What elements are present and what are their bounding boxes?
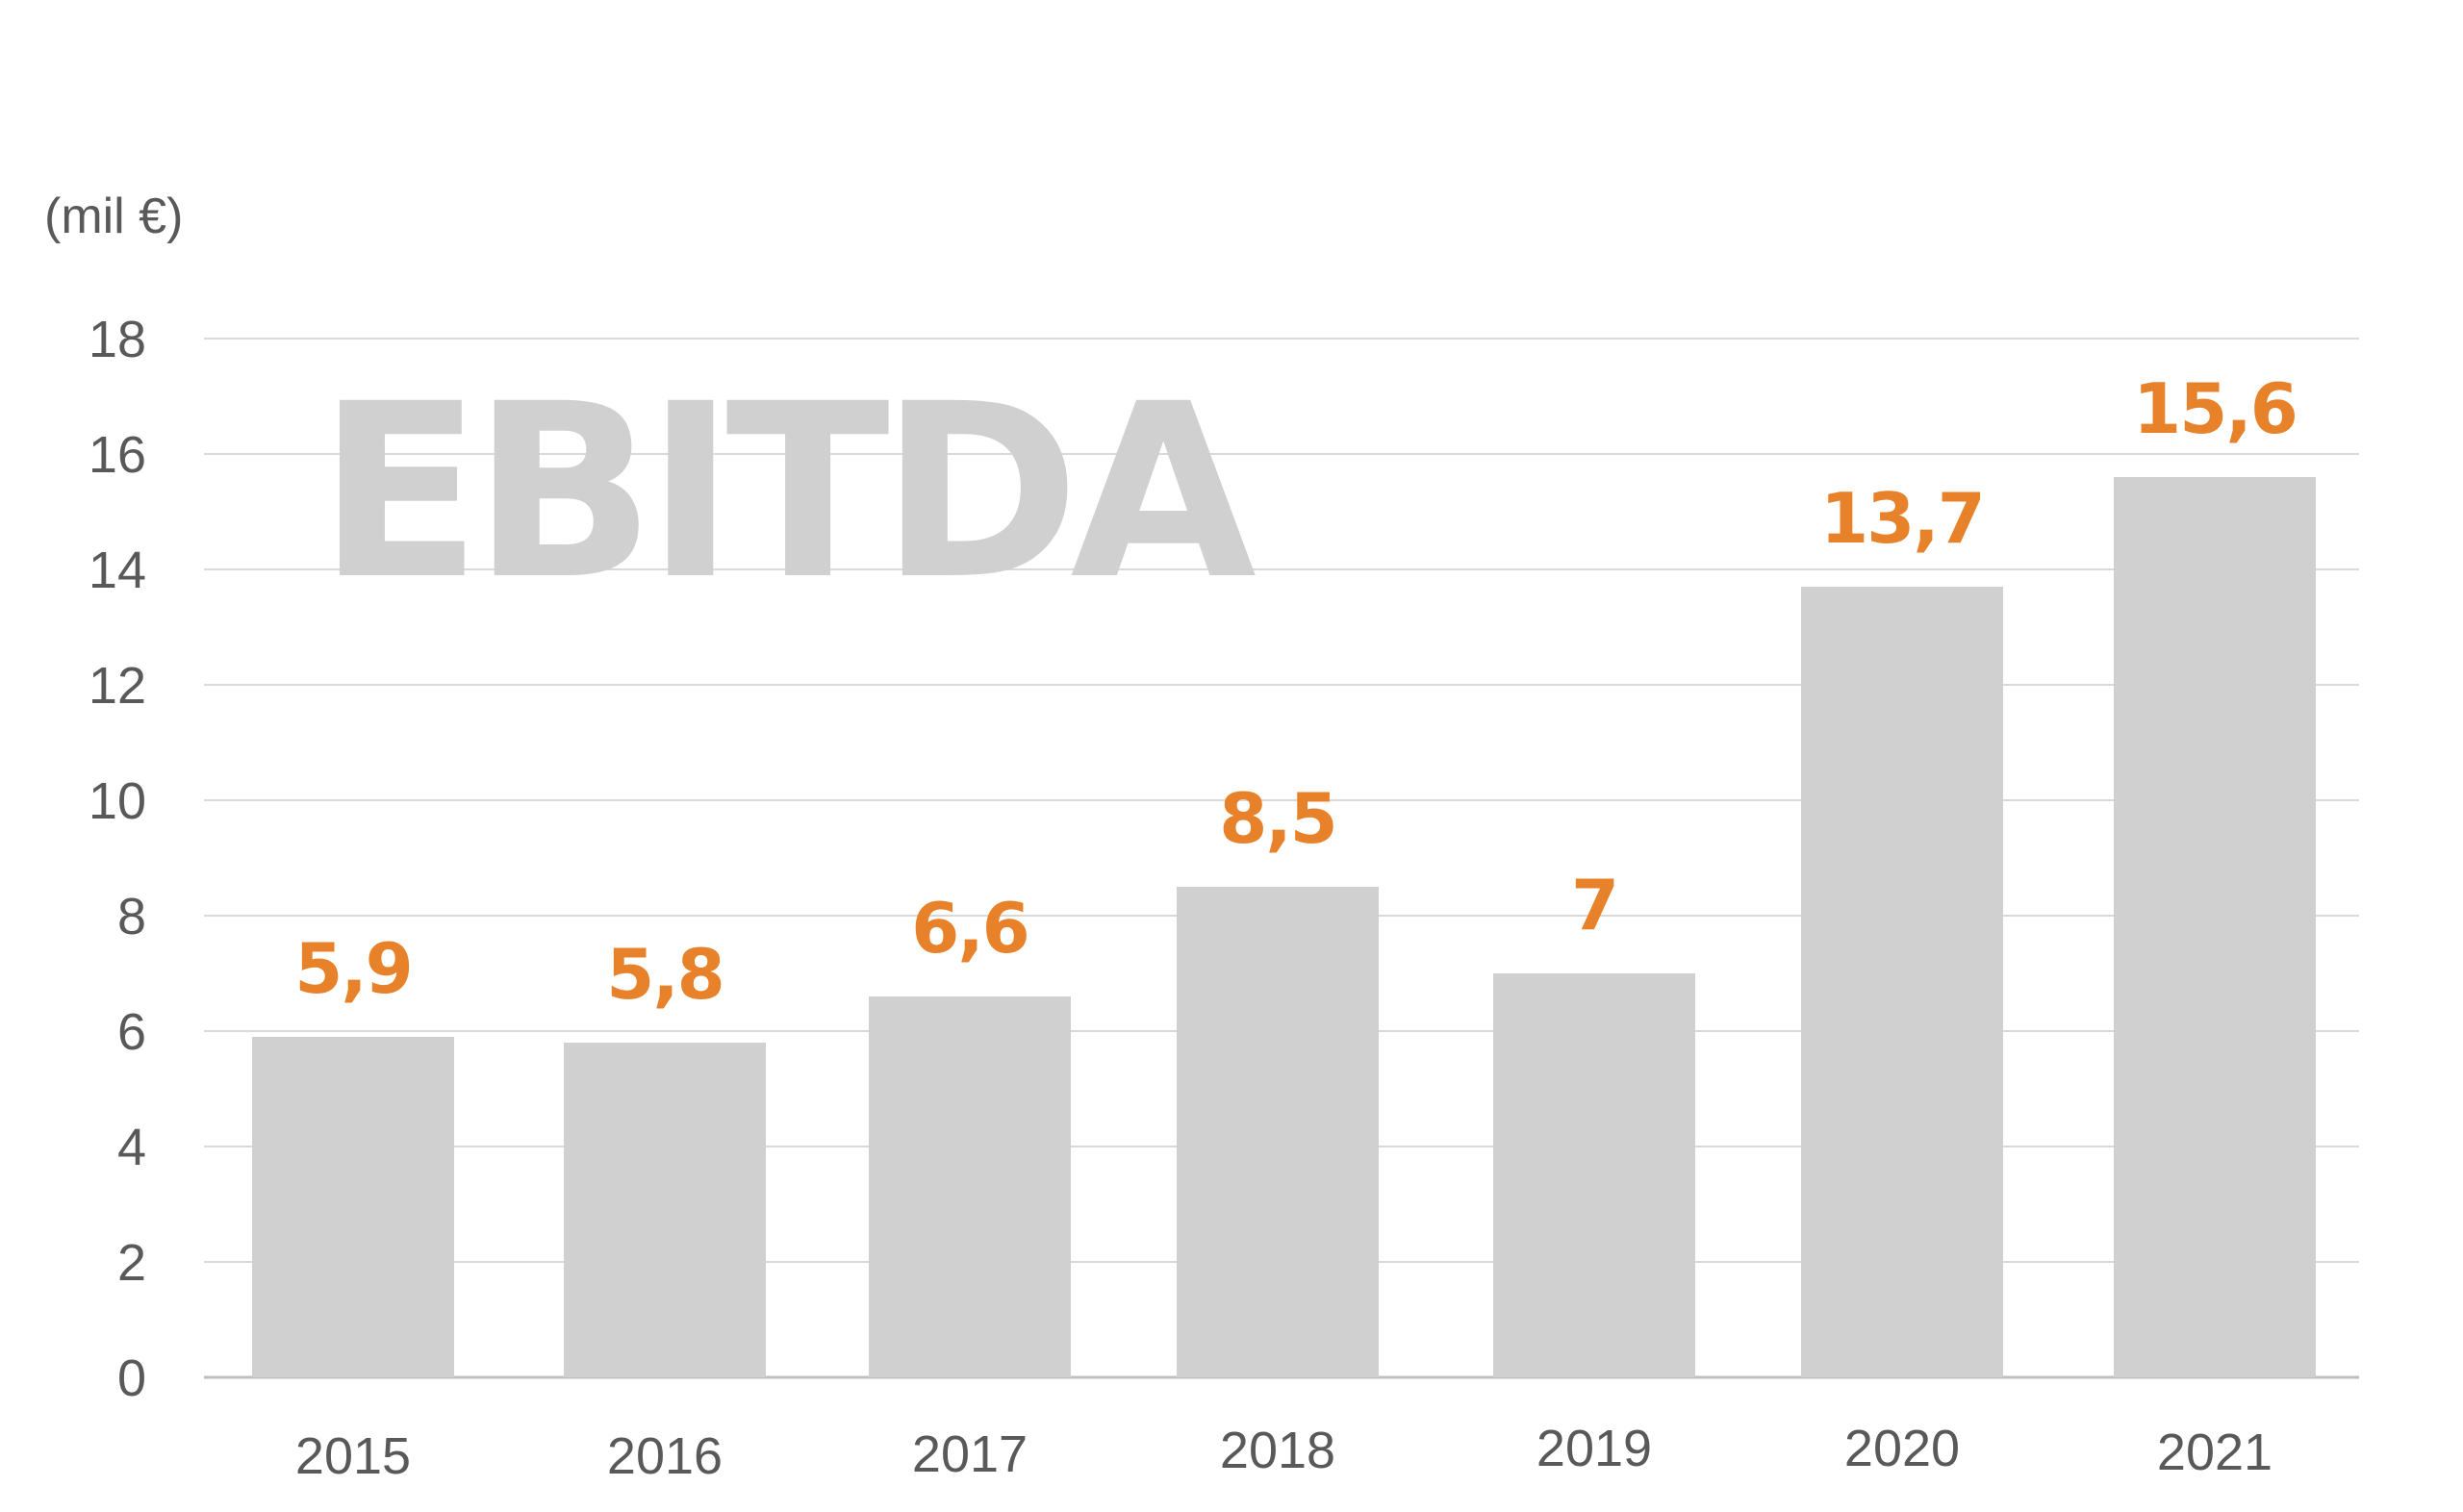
data-label-2015: 5,9 bbox=[294, 928, 412, 1009]
x-axis-ticks: 2015 2016 2017 2018 2019 2020 2021 bbox=[295, 1420, 2273, 1485]
x-tick-label: 2019 bbox=[1536, 1420, 1652, 1477]
y-tick-label: 6 bbox=[117, 1003, 146, 1061]
y-tick-label: 2 bbox=[117, 1234, 146, 1292]
x-tick-label: 2021 bbox=[2157, 1424, 2273, 1481]
y-tick-label: 0 bbox=[117, 1349, 146, 1407]
data-label-2017: 6,6 bbox=[911, 888, 1028, 969]
data-label-2021: 15,6 bbox=[2133, 368, 2297, 449]
y-tick-label: 16 bbox=[89, 426, 146, 484]
bar-2017 bbox=[869, 996, 1071, 1377]
x-tick-label: 2016 bbox=[607, 1427, 723, 1485]
data-label-2016: 5,8 bbox=[606, 934, 724, 1015]
y-tick-label: 12 bbox=[89, 657, 146, 715]
y-tick-label: 10 bbox=[89, 772, 146, 830]
data-label-2020: 13,7 bbox=[1820, 478, 1984, 559]
bars bbox=[252, 477, 2316, 1377]
data-labels: 5,9 5,8 6,6 8,5 7 13,7 15,6 bbox=[294, 368, 2298, 1015]
bar-2020 bbox=[1801, 587, 2003, 1377]
bar-2019 bbox=[1493, 973, 1695, 1377]
bar-2015 bbox=[252, 1037, 454, 1377]
unit-label: (mil €) bbox=[44, 189, 183, 244]
y-tick-label: 18 bbox=[89, 311, 146, 368]
x-tick-label: 2018 bbox=[1220, 1422, 1335, 1479]
data-label-2018: 8,5 bbox=[1219, 778, 1336, 859]
bar-2016 bbox=[564, 1043, 766, 1377]
chart-title-watermark: EBITDA bbox=[317, 352, 1256, 632]
data-label-2019: 7 bbox=[1571, 865, 1617, 945]
x-tick-label: 2015 bbox=[295, 1427, 411, 1485]
x-tick-label: 2020 bbox=[1844, 1420, 1960, 1477]
y-tick-label: 8 bbox=[117, 888, 146, 945]
y-axis-ticks: 0 2 4 6 8 10 12 14 16 18 bbox=[89, 311, 146, 1407]
y-tick-label: 4 bbox=[117, 1119, 146, 1176]
y-tick-label: 14 bbox=[89, 542, 146, 599]
bar-2021 bbox=[2114, 477, 2316, 1377]
bar-2018 bbox=[1177, 887, 1379, 1377]
x-tick-label: 2017 bbox=[912, 1425, 1028, 1483]
